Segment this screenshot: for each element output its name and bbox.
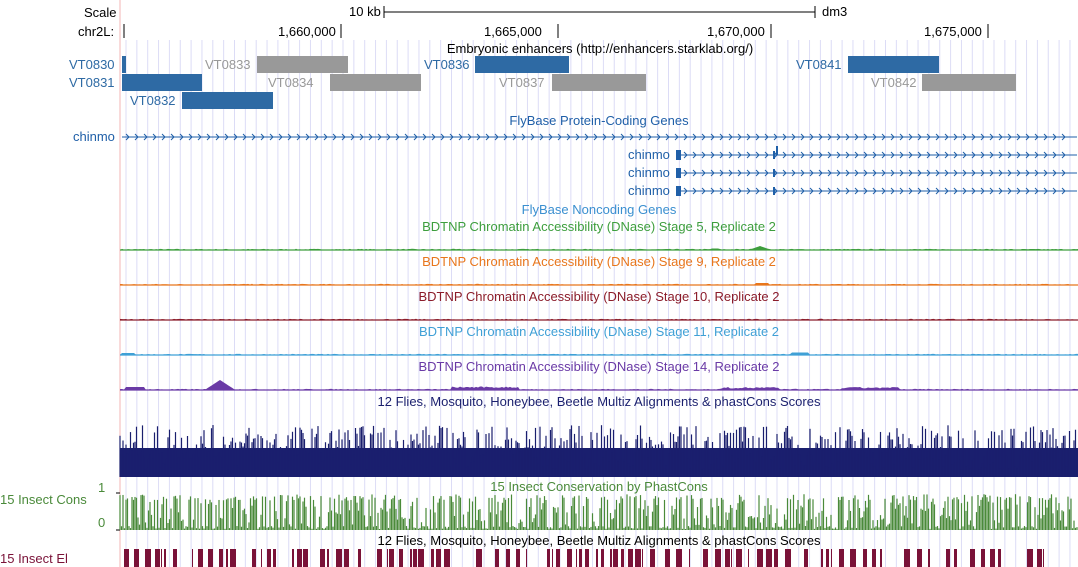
dnase-track-title[interactable]: BDTNP Chromatin Accessibility (DNase) St…: [418, 289, 780, 304]
enhancer-label[interactable]: VT0830: [69, 57, 115, 72]
scale-bar-label: 10 kb: [349, 4, 381, 19]
multiz-track-title[interactable]: 12 Flies, Mosquito, Honeybee, Beetle Mul…: [377, 394, 821, 409]
enhancer-feature[interactable]: [330, 74, 421, 91]
dnase-track-title[interactable]: BDTNP Chromatin Accessibility (DNase) St…: [422, 219, 776, 234]
enhancer-label[interactable]: VT0836: [424, 57, 470, 72]
protein-genes-track-title[interactable]: FlyBase Protein-Coding Genes: [509, 113, 689, 128]
enhancer-label[interactable]: VT0834: [268, 75, 314, 90]
enhancer-feature[interactable]: [257, 56, 348, 73]
enhancer-feature[interactable]: [122, 56, 126, 73]
enhancer-feature[interactable]: [182, 92, 273, 109]
enhancer-label[interactable]: VT0842: [871, 75, 917, 90]
ruler-tick-label: 1,665,000: [484, 24, 542, 39]
dnase-track-title[interactable]: BDTNP Chromatin Accessibility (DNase) St…: [418, 359, 780, 374]
transcript-label[interactable]: chinmo: [628, 165, 670, 180]
enhancer-feature[interactable]: [552, 74, 646, 91]
gene-label[interactable]: chinmo: [73, 129, 115, 144]
phastcons-track-title[interactable]: 15 Insect Conservation by PhastCons: [490, 479, 708, 494]
phastcons-axis-min: 0: [98, 515, 106, 530]
phastcons-side-label[interactable]: 15 Insect Cons: [0, 492, 87, 507]
phastcons-axis-max: 1: [98, 480, 106, 495]
ruler-tick-label: 1,660,000: [278, 24, 336, 39]
transcript-label[interactable]: chinmo: [628, 183, 670, 198]
enhancer-feature[interactable]: [475, 56, 569, 73]
elements-side-label[interactable]: 15 Insect El: [0, 551, 68, 566]
chrom-label: chr2L:: [78, 24, 115, 39]
ruler-tick-label: 1,670,000: [707, 24, 765, 39]
dnase-track-title[interactable]: BDTNP Chromatin Accessibility (DNase) St…: [418, 324, 780, 339]
enhancer-feature[interactable]: [922, 74, 1016, 91]
dnase-track-title[interactable]: BDTNP Chromatin Accessibility (DNase) St…: [422, 254, 776, 269]
enhancer-feature[interactable]: [122, 74, 202, 91]
enhancer-feature[interactable]: [848, 56, 939, 73]
enhancer-label[interactable]: VT0833: [205, 57, 251, 72]
enhancer-label[interactable]: VT0837: [499, 75, 545, 90]
transcript-label[interactable]: chinmo: [628, 147, 670, 162]
scale-label: Scale: [84, 5, 117, 20]
ruler-tick-label: 1,675,000: [924, 24, 982, 39]
enhancers-track-title[interactable]: Embryonic enhancers (http://enhancers.st…: [446, 41, 754, 56]
elements-track-title[interactable]: 12 Flies, Mosquito, Honeybee, Beetle Mul…: [377, 533, 821, 548]
assembly-label: dm3: [822, 4, 848, 19]
enhancer-label[interactable]: VT0832: [130, 93, 176, 108]
enhancer-label[interactable]: VT0831: [69, 75, 115, 90]
enhancer-label[interactable]: VT0841: [796, 57, 842, 72]
noncoding-track-title[interactable]: FlyBase Noncoding Genes: [521, 202, 677, 217]
